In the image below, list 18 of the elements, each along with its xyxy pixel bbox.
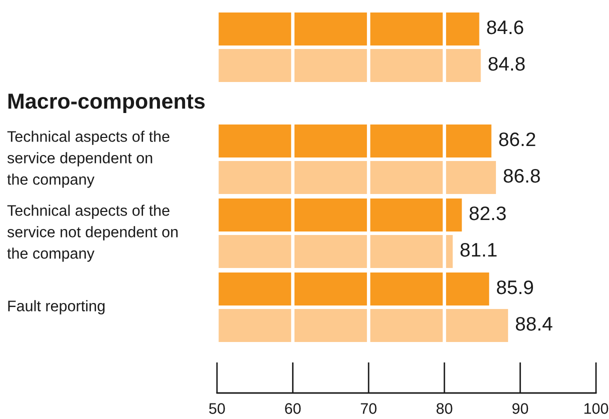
chart-title: Macro-components: [8, 94, 205, 114]
x-tick-label: 60: [285, 403, 301, 414]
x-tick-label: 70: [360, 403, 376, 414]
x-tick-label: 80: [436, 403, 452, 414]
data-label: 88.4: [516, 316, 552, 331]
data-label: 86.8: [504, 168, 540, 183]
x-tick-label: 50: [209, 403, 225, 414]
y-tick-label: Technical aspects of the service dependent on the company: [7, 130, 170, 188]
y-tick-label: Fault reporting: [8, 300, 105, 314]
x-tick-label: 90: [512, 403, 528, 414]
data-label: 81.1: [460, 242, 497, 257]
x-tick-label: 100: [584, 403, 608, 414]
y-tick-label: Technical aspects of the service not dependent on the company: [7, 204, 178, 262]
data-label: 84.6: [487, 20, 524, 34]
data-label: 84.8: [488, 56, 525, 71]
data-label: 82.3: [470, 206, 506, 220]
data-label: 86.2: [499, 132, 536, 146]
data-label: 85.9: [496, 280, 533, 294]
